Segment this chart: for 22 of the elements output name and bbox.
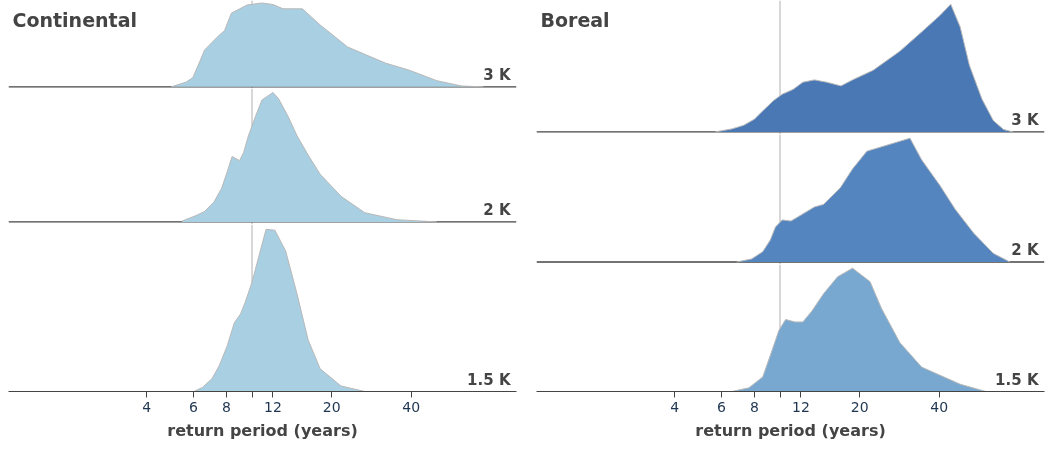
series-label: 3 K [1011,110,1040,129]
x-axis-title: return period (years) [695,420,886,440]
x-tick-label: 20 [850,398,869,415]
x-tick-label: 4 [142,398,152,415]
x-tick-label: 4 [670,398,680,415]
chart-title: Continental [12,8,137,31]
text: 2 K [483,200,512,219]
x-tick-label: 12 [792,398,810,415]
x-tick-label: 12 [264,398,282,415]
x-tick-label: 40 [930,398,949,415]
x-tick-label: 20 [322,398,341,415]
x-tick-label: 6 [716,398,726,415]
x-axis-title: return period (years) [167,420,358,440]
x-tick-label: 6 [188,398,198,415]
x-tick-label: 40 [402,398,421,415]
chart-title: Boreal [540,8,610,31]
series-label: 3 K [483,65,512,84]
series-label: 1.5 K [995,370,1040,389]
text: 1.5 K [467,370,512,389]
x-tick-label: 8 [749,398,759,415]
x-tick-label: 8 [221,398,231,415]
series-label: 2 K [1011,241,1040,260]
